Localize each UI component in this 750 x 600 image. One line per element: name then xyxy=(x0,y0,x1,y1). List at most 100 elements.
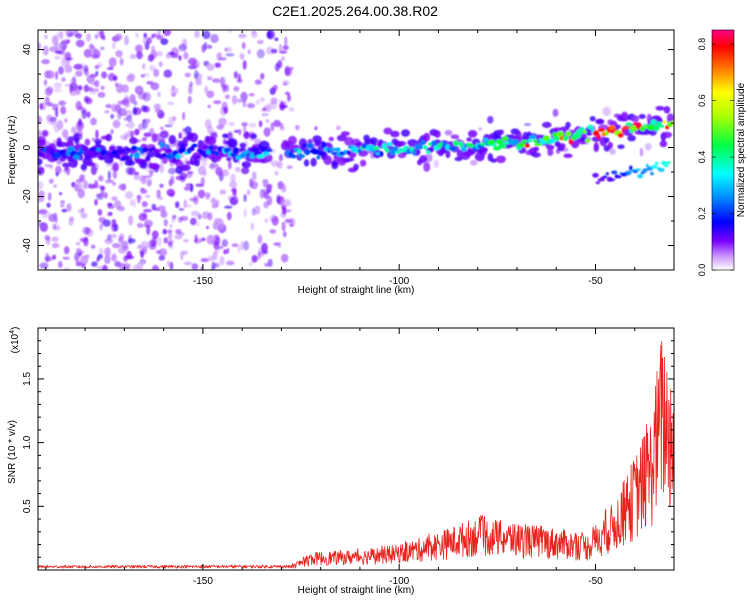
spectrogram-noise-blob xyxy=(225,53,235,57)
spectrogram-noise-blob xyxy=(609,148,616,155)
spectrogram-noise-blob xyxy=(229,181,238,188)
spectrogram-branch-blob xyxy=(629,165,633,171)
spectrogram-branch-blob xyxy=(602,175,608,179)
spectrogram-noise-blob xyxy=(185,172,193,178)
spectrogram-noise-blob xyxy=(162,228,168,235)
spectrogram-noise-blob xyxy=(104,247,111,257)
spectrogram-noise-blob xyxy=(174,234,183,240)
spectrogram-noise-blob xyxy=(38,42,42,50)
snr-x-axis-label: Height of straight line (km) xyxy=(298,585,415,596)
spectrogram-noise-blob xyxy=(189,197,198,202)
spectrogram-ridge-core xyxy=(189,146,195,152)
spectrogram-noise-blob xyxy=(168,231,173,241)
spectrogram-noise-blob xyxy=(205,194,210,200)
spectrogram-noise-blob xyxy=(46,202,51,208)
snr-y-tick-label: 1.0 xyxy=(22,435,33,449)
spectrogram-noise-blob xyxy=(146,81,154,85)
spectrogram-ridge-core xyxy=(290,154,297,159)
spectrogram-noise-blob xyxy=(139,93,143,98)
spectrogram-noise-blob xyxy=(206,63,215,71)
spectrogram-noise-blob xyxy=(54,216,58,224)
spectrogram-y-axis-label: Frequency (Hz) xyxy=(7,116,18,185)
spectrogram-ridge-core xyxy=(114,153,121,159)
spectrogram-noise-blob xyxy=(204,119,212,129)
spectrogram-noise-blob xyxy=(270,160,280,167)
spectrogram-ridge-halo xyxy=(589,116,596,122)
spectrogram-ridge-core xyxy=(527,139,533,143)
spectrogram-noise-blob xyxy=(230,173,236,183)
snr-series-line xyxy=(38,341,674,569)
spectrogram-y-tick-label: 0 xyxy=(22,144,33,150)
spectrogram-noise-blob xyxy=(54,50,63,55)
spectrogram-noise-blob xyxy=(87,183,96,189)
spectrogram-ridge-core xyxy=(133,152,140,159)
spectrogram-noise-blob xyxy=(112,119,121,129)
spectrogram-ridge-core xyxy=(409,146,414,152)
spectrogram-noise-blob xyxy=(185,185,189,191)
spectrogram-noise-blob xyxy=(150,82,160,91)
spectrogram-noise-blob xyxy=(160,210,168,218)
spectrogram-ridge-halo xyxy=(546,144,555,150)
spectrogram-noise-blob xyxy=(259,188,265,199)
spectrogram-noise-blob xyxy=(53,82,63,89)
spectrogram-ridge-core xyxy=(521,139,528,143)
colorbar: 0.0 0.2 0.4 0.6 0.8 Normalized spectral … xyxy=(697,29,747,276)
spectrogram-noise-blob xyxy=(232,187,237,197)
spectrogram-ridge-halo xyxy=(328,136,334,142)
spectrogram-noise-blob xyxy=(61,208,68,213)
spectrogram-noise-blob xyxy=(58,66,64,75)
spectrogram-noise-blob xyxy=(234,167,241,173)
spectrogram-ridge-core xyxy=(501,136,509,141)
spectrogram-ridge-halo xyxy=(80,163,88,171)
spectrogram-noise-blob xyxy=(234,195,238,200)
spectrogram-noise-blob xyxy=(56,159,62,165)
spectrogram-noise-blob xyxy=(223,249,228,255)
spectrogram-noise-blob xyxy=(124,35,129,46)
spectrogram-noise-blob xyxy=(38,115,42,125)
spectrogram-noise-blob xyxy=(237,243,241,253)
spectrogram-ridge-core xyxy=(416,145,424,150)
colorbar-tick-label: 0.8 xyxy=(697,38,707,51)
spectrogram-noise-blob xyxy=(129,53,137,60)
spectrogram-noise-blob xyxy=(163,69,173,78)
spectrogram-branch-blob xyxy=(605,172,609,176)
spectrogram-noise-blob xyxy=(112,169,118,179)
spectrogram-noise-blob xyxy=(97,62,103,68)
spectrogram-noise-blob xyxy=(172,116,177,121)
spectrogram-noise-blob xyxy=(146,37,152,45)
spectrogram-noise-blob xyxy=(104,237,114,245)
spectrogram-noise-blob xyxy=(60,106,67,115)
spectrogram-noise-blob xyxy=(111,196,118,201)
snr-y-tick-label: 1.5 xyxy=(22,372,33,386)
spectrogram-ridge-halo xyxy=(556,143,566,148)
spectrogram-noise-blob xyxy=(190,63,198,70)
spectrogram-ridge-core xyxy=(513,139,519,145)
spectrogram-ridge-halo xyxy=(531,152,541,158)
spectrogram-ridge-halo xyxy=(175,166,184,174)
spectrogram-noise-blob xyxy=(82,226,90,235)
spectrogram-noise-blob xyxy=(274,37,279,42)
spectrogram-noise-blob xyxy=(207,76,213,81)
spectrogram-noise-blob xyxy=(246,103,256,109)
spectrogram-noise-blob xyxy=(226,260,235,266)
spectrogram-ridge-core xyxy=(431,140,437,147)
spectrogram-ridge-core xyxy=(317,151,325,156)
spectrogram-noise-blob xyxy=(108,57,117,67)
spectrogram-ridge-core xyxy=(116,148,125,154)
spectrogram-noise-blob xyxy=(273,120,281,127)
spectrogram-noise-blob xyxy=(187,95,192,104)
spectrogram-noise-blob xyxy=(100,85,105,91)
spectrogram-noise-blob xyxy=(260,97,265,102)
spectrogram-panel: -150 -100 -50 -40 -20 0 20 40 Height of … xyxy=(7,29,675,296)
snr-y-axis-label: SNR (10 * v/v) xyxy=(7,420,18,484)
spectrogram-ridge-core xyxy=(492,146,501,151)
spectrogram-noise-blob xyxy=(197,189,206,199)
spectrogram-ridge-halo xyxy=(241,161,252,169)
spectrogram-noise-blob xyxy=(170,178,175,185)
spectrogram-ridge-core xyxy=(381,142,387,150)
spectrogram-noise-blob xyxy=(52,254,57,260)
spectrogram-ridge-halo xyxy=(359,159,367,167)
spectrogram-noise-blob xyxy=(77,85,83,91)
snr-multiplier-label: (x104) xyxy=(9,327,21,354)
spectrogram-noise-blob xyxy=(84,138,91,146)
